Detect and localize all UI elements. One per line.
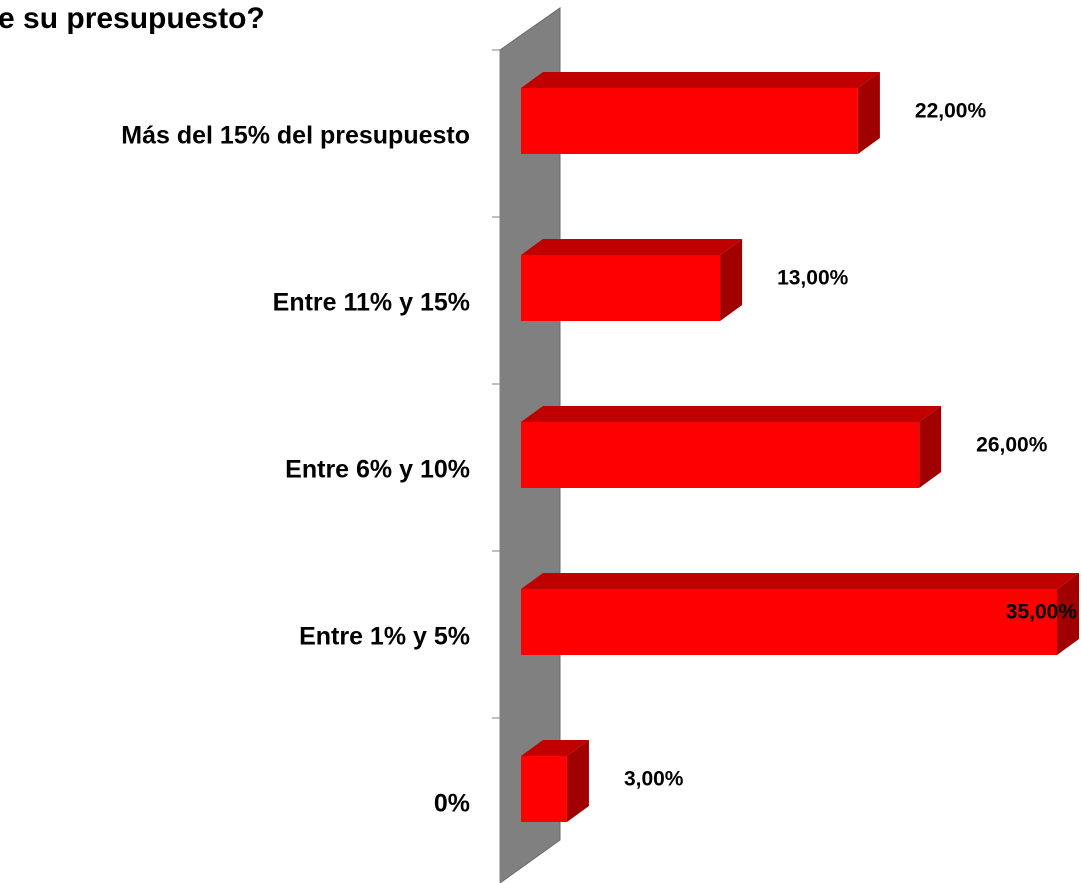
chart-title: e su presupuesto? bbox=[0, 2, 265, 35]
y-tick-label: Entre 6% y 10% bbox=[285, 456, 470, 484]
bar bbox=[521, 573, 1079, 655]
bar-top bbox=[521, 740, 589, 756]
y-tick-label: 0% bbox=[434, 790, 470, 818]
bar-side bbox=[566, 740, 589, 822]
bar-top bbox=[521, 72, 880, 88]
bar-side bbox=[720, 239, 743, 321]
bar-front bbox=[521, 255, 721, 321]
bar-top bbox=[521, 406, 942, 422]
bar-front bbox=[521, 422, 920, 488]
bar bbox=[521, 239, 743, 321]
bar-side bbox=[857, 72, 880, 154]
data-label: 13,00% bbox=[777, 267, 849, 290]
bar-front bbox=[521, 88, 858, 154]
bar-front bbox=[521, 589, 1057, 655]
bar bbox=[521, 406, 942, 488]
data-label: 3,00% bbox=[624, 768, 684, 791]
bar-top bbox=[521, 239, 743, 255]
data-label: 35,00% bbox=[1006, 601, 1078, 624]
bar-side bbox=[919, 406, 942, 488]
bar-front bbox=[521, 756, 567, 822]
bar bbox=[521, 740, 589, 822]
data-label: 26,00% bbox=[976, 434, 1048, 457]
bar-side bbox=[1057, 573, 1079, 655]
y-tick-label: Más del 15% del presupuesto bbox=[121, 122, 470, 150]
y-tick-label: Entre 11% y 15% bbox=[273, 289, 470, 317]
data-label: 22,00% bbox=[915, 100, 987, 123]
bar bbox=[521, 72, 880, 154]
bar-top bbox=[521, 573, 1079, 589]
y-tick-label: Entre 1% y 5% bbox=[299, 623, 470, 651]
